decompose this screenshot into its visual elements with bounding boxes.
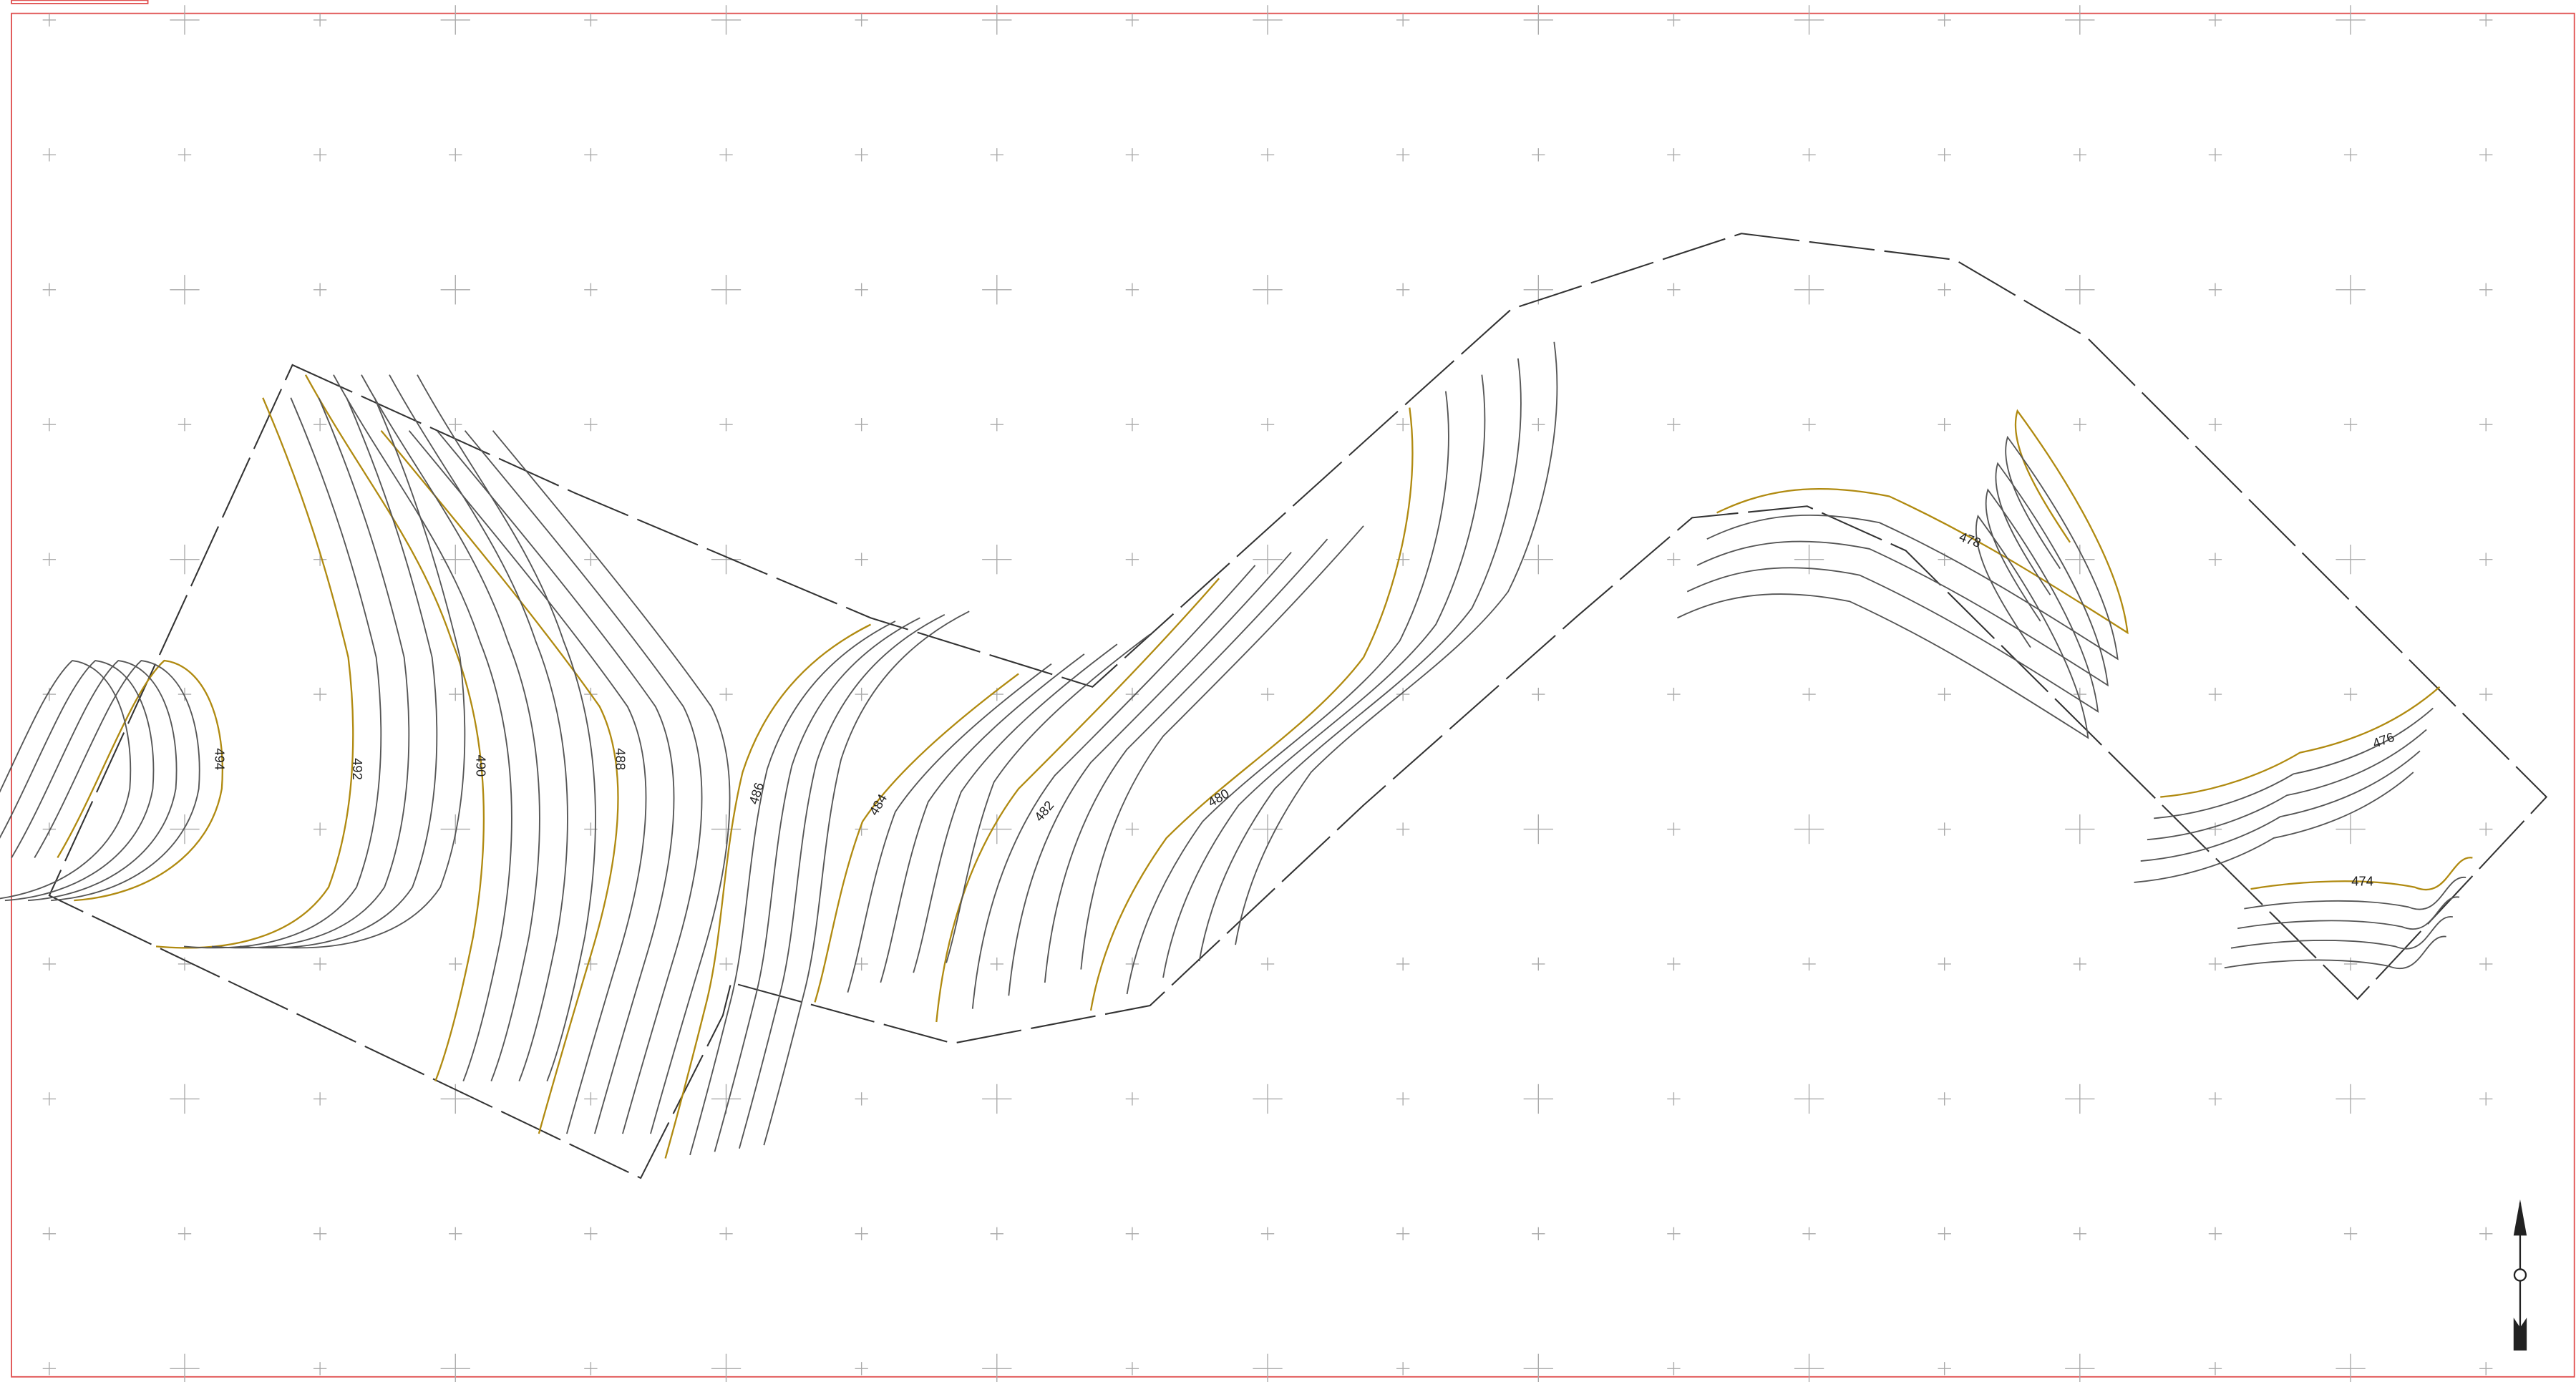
contour — [738, 613, 946, 1149]
contour — [1696, 462, 2109, 687]
contour — [1080, 525, 1364, 970]
contour-label: 490 — [473, 755, 488, 777]
sheet-border — [11, 12, 2575, 1378]
contour — [212, 397, 410, 949]
contour-label: 494 — [212, 748, 227, 770]
grid-crosses — [42, 5, 2493, 1382]
contour — [1677, 515, 2089, 739]
contour — [880, 653, 1085, 983]
index-contour — [304, 374, 485, 1082]
contour — [1198, 358, 1522, 962]
index-contour — [814, 673, 1019, 1003]
index-contour — [2250, 857, 2473, 891]
contour — [333, 374, 512, 1081]
contour — [1126, 391, 1449, 995]
contour — [492, 430, 731, 1134]
contour — [2154, 707, 2434, 819]
index-contour — [57, 659, 223, 902]
contour — [2224, 935, 2446, 970]
contour — [2230, 916, 2453, 950]
contour — [183, 397, 382, 949]
contour — [2244, 877, 2466, 910]
contour — [2237, 896, 2460, 930]
contour — [1235, 341, 1558, 945]
contour-label: 492 — [350, 758, 365, 780]
contour — [1044, 538, 1328, 983]
contour — [714, 617, 920, 1152]
index-contour — [935, 578, 1220, 1023]
index-contour — [380, 429, 619, 1134]
index-contour — [664, 623, 872, 1159]
index-contour — [1089, 407, 1414, 1011]
contour — [268, 397, 466, 949]
contour — [11, 660, 178, 902]
contour — [2147, 729, 2427, 841]
contour — [1686, 488, 2099, 713]
north-arrow-tail — [2513, 1318, 2527, 1351]
survey-boundary — [48, 233, 2548, 1179]
contour — [946, 633, 1151, 963]
contour — [689, 621, 896, 1156]
contour-lines — [0, 341, 2473, 1159]
contour — [2140, 750, 2421, 862]
index-contour — [2160, 686, 2441, 798]
contour — [408, 430, 647, 1134]
contour — [436, 430, 675, 1134]
index-contour — [1716, 409, 2129, 635]
contour — [0, 660, 132, 900]
index-contour — [155, 397, 354, 949]
contour — [34, 660, 200, 902]
sheet-tab — [11, 0, 149, 4]
contour — [763, 610, 970, 1146]
contour — [464, 430, 703, 1134]
contour — [240, 397, 438, 949]
contour-label: 488 — [613, 748, 628, 770]
contour — [847, 663, 1052, 993]
north-arrow-head — [2513, 1199, 2527, 1236]
contour — [0, 660, 155, 902]
north-arrow — [2513, 1199, 2527, 1351]
contour — [913, 643, 1118, 973]
contour — [1008, 551, 1292, 996]
contour — [1706, 435, 2119, 661]
contour — [361, 374, 540, 1081]
contour — [971, 565, 1256, 1009]
contour — [1162, 374, 1486, 978]
contour — [2134, 772, 2414, 883]
north-arrow-circle — [2513, 1268, 2527, 1282]
contour-label: 474 — [2351, 874, 2373, 889]
